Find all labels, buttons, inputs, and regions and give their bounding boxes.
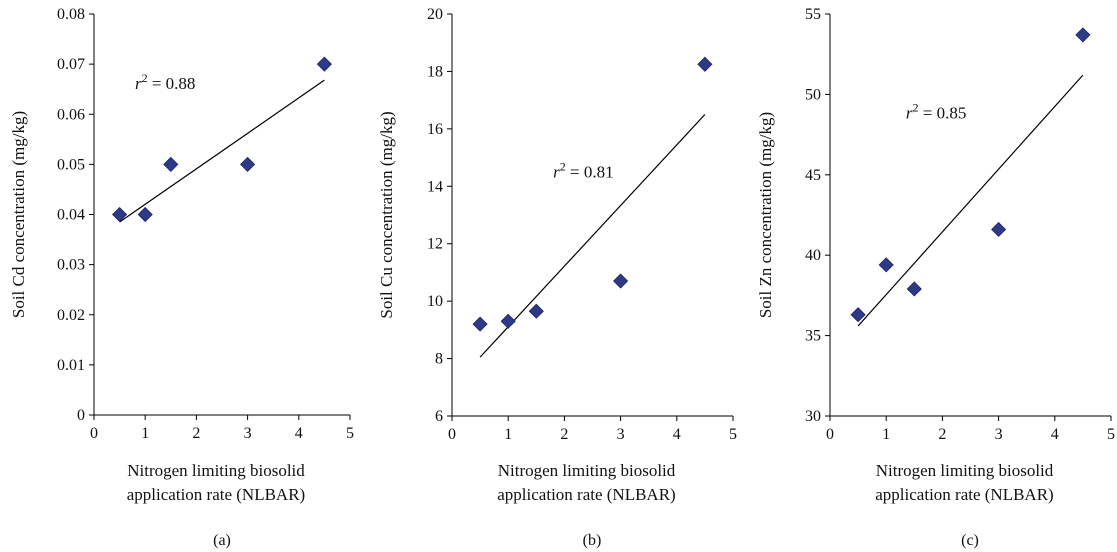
y-tick-label: 16 <box>427 121 443 138</box>
x-tick-label: 4 <box>295 425 303 442</box>
data-point-marker <box>163 156 179 172</box>
trend-line <box>479 114 706 358</box>
data-point-marker <box>1075 27 1091 43</box>
y-tick-label: 0.02 <box>57 307 85 324</box>
x-tick-label: 2 <box>938 426 946 443</box>
y-tick-label: 0.06 <box>57 106 85 123</box>
data-point-marker <box>240 156 256 172</box>
y-tick-label: 50 <box>805 86 821 103</box>
y-tick-label: 14 <box>427 178 443 195</box>
data-point-marker <box>472 316 488 332</box>
panel-label-b: (b) <box>583 532 602 549</box>
y-tick-label: 0.07 <box>57 56 85 73</box>
y-tick-label: 20 <box>427 6 443 23</box>
data-point-marker <box>991 221 1007 238</box>
data-point-marker <box>500 313 516 329</box>
y-tick-label: 18 <box>427 63 443 80</box>
x-tick-label: 3 <box>244 425 252 442</box>
r-squared-annotation: r2 = 0.81 <box>553 160 613 182</box>
x-axis-title-line: Nitrogen limiting biosolid <box>127 461 305 480</box>
x-tick-label: 5 <box>1107 426 1115 443</box>
x-tick-label: 5 <box>346 425 354 442</box>
y-tick-label: 10 <box>427 293 443 310</box>
y-tick-label: 40 <box>805 247 821 264</box>
y-tick-label: 6 <box>435 408 443 425</box>
x-tick-label: 4 <box>673 426 681 443</box>
data-point-marker <box>697 56 713 72</box>
trend-line <box>119 79 325 223</box>
data-point-marker <box>137 206 153 223</box>
panel-a-chart: 0 0.01 0.02 0.03 0.04 0.05 0.06 0.07 0.08 0 1 2 3 4 5 r… <box>9 6 354 549</box>
x-tick-label: 2 <box>192 425 200 442</box>
x-axis-title-line: Nitrogen limiting biosolid <box>498 461 676 480</box>
data-point-marker <box>906 281 922 297</box>
x-tick-label: 0 <box>448 426 456 443</box>
data-point-marker <box>316 56 332 72</box>
data-point-marker <box>528 303 544 319</box>
data-point-marker <box>878 257 894 273</box>
y-tick-label: 30 <box>805 408 821 425</box>
x-axis-title-line: Nitrogen limiting biosolid <box>876 461 1054 480</box>
x-tick-label: 3 <box>995 426 1003 443</box>
y-axis-title: Soil Zn concentration (mg/kg) <box>756 112 775 318</box>
x-tick-label: 4 <box>1051 426 1059 443</box>
y-tick-label: 0.08 <box>57 6 85 23</box>
x-tick-label: 0 <box>826 426 834 443</box>
y-tick-label: 8 <box>435 351 443 368</box>
y-tick-label: 0 <box>77 407 85 424</box>
data-point-marker <box>850 307 866 323</box>
data-point-marker <box>613 273 629 289</box>
r-squared-annotation: r2 = 0.85 <box>906 101 966 123</box>
panel-label-c: (c) <box>961 532 979 549</box>
x-tick-label: 1 <box>504 426 512 443</box>
x-tick-label: 5 <box>729 426 737 443</box>
x-axis-title-line: application rate (NLBAR) <box>497 485 675 504</box>
y-tick-label: 35 <box>805 328 821 345</box>
panel-label-a: (a) <box>213 532 231 549</box>
y-tick-label: 0.03 <box>57 257 85 274</box>
x-tick-label: 3 <box>617 426 625 443</box>
y-axis-title: Soil Cd concentration (mg/kg) <box>9 111 28 318</box>
trend-line <box>857 74 1084 327</box>
y-tick-label: 12 <box>427 236 443 253</box>
r-squared-annotation: r2 = 0.88 <box>135 71 195 93</box>
y-tick-label: 55 <box>805 6 821 23</box>
x-axis-title-line: application rate (NLBAR) <box>875 485 1053 504</box>
y-axis-title: Soil Cu concentration (mg/kg) <box>377 111 396 318</box>
y-tick-label: 0.05 <box>57 156 85 173</box>
y-tick-label: 0.01 <box>57 357 85 374</box>
y-tick-label: 0.04 <box>57 207 85 224</box>
x-tick-label: 1 <box>141 425 149 442</box>
x-tick-label: 2 <box>560 426 568 443</box>
x-tick-label: 0 <box>90 425 98 442</box>
data-point-marker <box>112 206 128 223</box>
x-tick-label: 1 <box>882 426 890 443</box>
y-tick-label: 45 <box>805 167 821 184</box>
x-axis-title-line: application rate (NLBAR) <box>127 485 305 504</box>
